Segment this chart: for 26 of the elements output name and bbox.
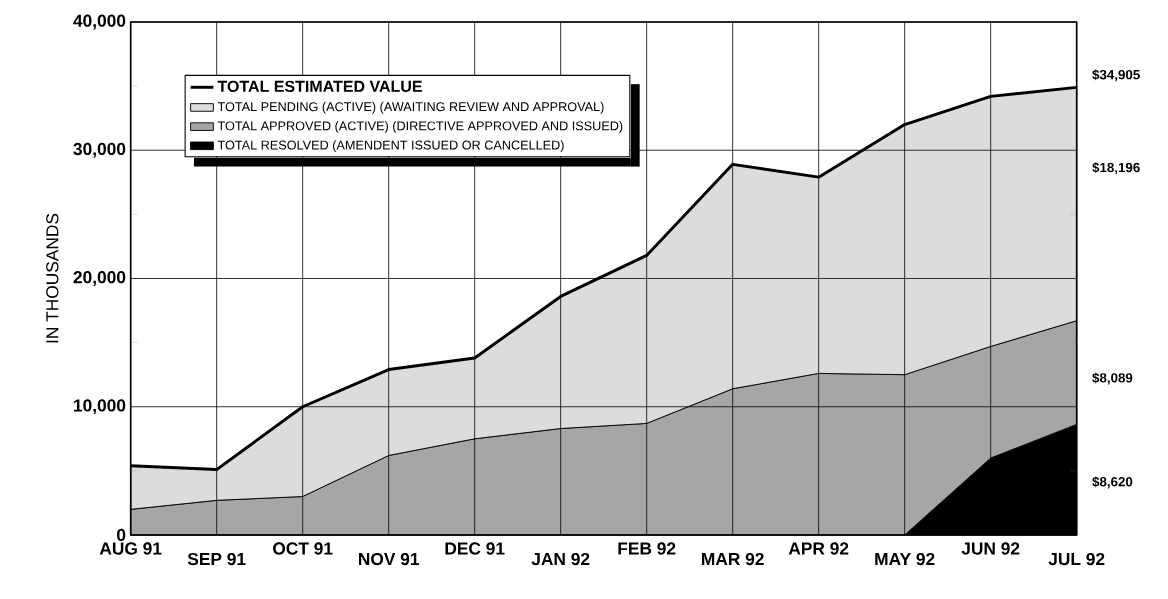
x-tick-label: JUL 92 xyxy=(1048,552,1105,566)
x-tick-label: MAR 92 xyxy=(702,552,764,566)
x-tick-label: SEP 91 xyxy=(187,552,246,566)
x-tick-label: APR 92 xyxy=(788,542,849,555)
x-tick-label: FEB 92 xyxy=(618,542,676,555)
y-axis-title: IN THOUSANDS xyxy=(46,213,59,343)
legend-label: TOTAL RESOLVED (AMENDENT ISSUED OR CANCELLED) xyxy=(217,140,564,153)
legend-label: TOTAL APPROVED (ACTIVE) (DIRECTIVE APPROVED AND ISSUED) xyxy=(217,121,623,133)
legend-label: TOTAL ESTIMATED VALUE xyxy=(217,80,422,93)
y-tick-label: 10,000 xyxy=(74,399,126,415)
x-tick-label: OCT 91 xyxy=(273,542,333,555)
x-tick-label: NOV 91 xyxy=(359,552,419,566)
x-tick-label: JAN 92 xyxy=(531,552,590,566)
x-tick-label: AUG 91 xyxy=(99,542,162,555)
y-tick-label: 20,000 xyxy=(73,271,126,286)
x-tick-label: DEC 91 xyxy=(445,542,505,555)
annotation: $8,089 xyxy=(1092,372,1133,385)
y-tick-label: 0 xyxy=(117,528,126,542)
x-tick-label: JUN 92 xyxy=(961,542,1020,555)
y-tick-label: 30,000 xyxy=(73,142,126,158)
x-tick-label: MAY 92 xyxy=(875,552,935,566)
annotation: $8,620 xyxy=(1092,476,1133,489)
legend-label: TOTAL PENDING (ACTIVE) (AWAITING REVIEW AND APPROVAL) xyxy=(217,101,604,114)
annotation: $18,196 xyxy=(1092,162,1140,175)
y-tick-label: 40,000 xyxy=(73,14,126,30)
total-label: $34,905 xyxy=(1092,69,1140,82)
